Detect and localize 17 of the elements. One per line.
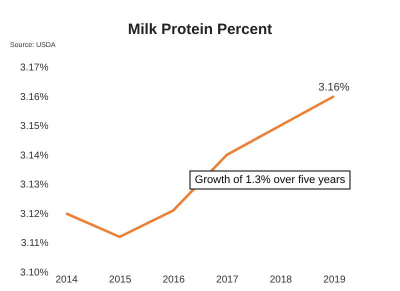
x-tick-label: 2014	[55, 274, 78, 286]
data-label: 3.16%	[318, 81, 350, 94]
chart-title: Milk Protein Percent	[128, 21, 272, 38]
x-tick-label: 2017	[216, 274, 239, 286]
y-tick-label: 3.13%	[20, 180, 49, 191]
x-tick-label: 2018	[270, 274, 292, 286]
y-tick-label: 3.10%	[20, 268, 49, 278]
y-tick-label: 3.14%	[20, 150, 49, 162]
x-tick-label: 2016	[162, 274, 186, 286]
y-tick-label: 3.15%	[20, 121, 49, 132]
annotation: Growth of 1.3% over five years	[194, 174, 346, 186]
y-tick-label: 3.11%	[20, 238, 49, 250]
y-tick-label: 3.12%	[20, 208, 49, 220]
y-tick-label: 3.17%	[20, 62, 49, 74]
y-tick-label: 3.16%	[20, 92, 49, 103]
x-tick-label: 2015	[109, 274, 132, 286]
x-tick-label: 2019	[323, 274, 346, 286]
